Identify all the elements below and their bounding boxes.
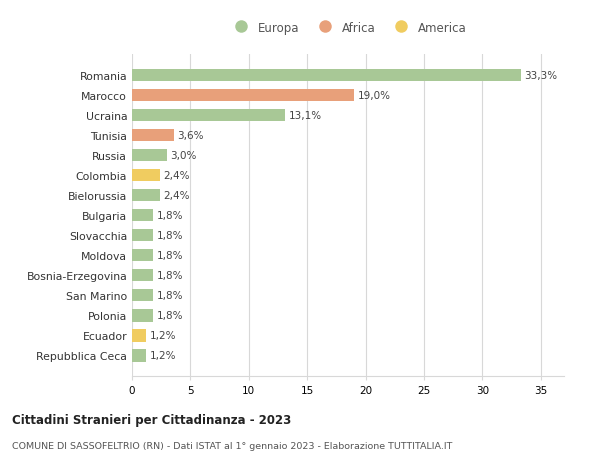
Bar: [132, 70, 521, 82]
Bar: [132, 90, 354, 102]
Text: 2,4%: 2,4%: [164, 171, 190, 181]
Text: 1,8%: 1,8%: [157, 291, 183, 301]
Text: 19,0%: 19,0%: [358, 91, 391, 101]
Text: 3,6%: 3,6%: [178, 131, 204, 141]
Text: 1,2%: 1,2%: [149, 351, 176, 361]
Text: 2,4%: 2,4%: [164, 191, 190, 201]
Bar: [132, 169, 160, 182]
Bar: [132, 230, 153, 242]
Bar: [132, 330, 146, 342]
Text: 1,8%: 1,8%: [157, 231, 183, 241]
Bar: [132, 129, 174, 142]
Bar: [132, 190, 160, 202]
Bar: [132, 290, 153, 302]
Text: 1,2%: 1,2%: [149, 330, 176, 341]
Text: 1,8%: 1,8%: [157, 251, 183, 261]
Text: 1,8%: 1,8%: [157, 271, 183, 280]
Text: 1,8%: 1,8%: [157, 211, 183, 221]
Bar: [132, 309, 153, 322]
Bar: [132, 150, 167, 162]
Bar: [132, 110, 285, 122]
Bar: [132, 250, 153, 262]
Text: 13,1%: 13,1%: [289, 111, 322, 121]
Bar: [132, 210, 153, 222]
Bar: [132, 349, 146, 362]
Text: 1,8%: 1,8%: [157, 311, 183, 321]
Text: 3,0%: 3,0%: [170, 151, 197, 161]
Legend: Europa, Africa, America: Europa, Africa, America: [227, 19, 469, 37]
Text: COMUNE DI SASSOFELTRIO (RN) - Dati ISTAT al 1° gennaio 2023 - Elaborazione TUTTI: COMUNE DI SASSOFELTRIO (RN) - Dati ISTAT…: [12, 441, 452, 450]
Text: 33,3%: 33,3%: [524, 71, 557, 81]
Text: Cittadini Stranieri per Cittadinanza - 2023: Cittadini Stranieri per Cittadinanza - 2…: [12, 413, 291, 426]
Bar: [132, 269, 153, 282]
